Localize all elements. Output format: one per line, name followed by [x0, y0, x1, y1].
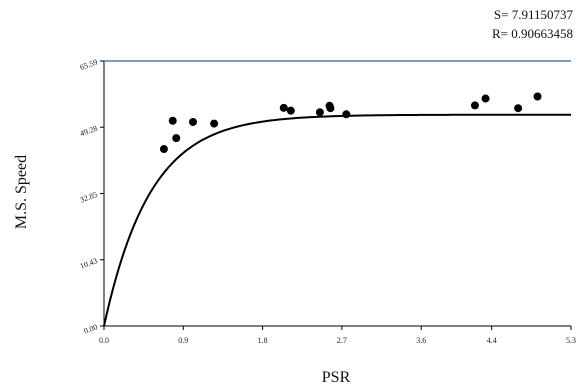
data-point: [210, 119, 219, 128]
x-tick-label: 2.7: [337, 336, 347, 345]
y-tick-label: 32.85: [79, 190, 99, 205]
r-statistic: R= 0.90663458: [492, 26, 573, 41]
data-point: [159, 145, 168, 154]
data-points: [159, 92, 542, 154]
data-point: [315, 108, 324, 117]
data-point: [481, 94, 490, 103]
x-tick-label: 3.6: [416, 336, 426, 345]
data-point: [279, 103, 288, 112]
x-tick-label: 0.9: [178, 336, 188, 345]
x-tick-label: 4.4: [487, 336, 497, 345]
x-tick-label: 0.0: [99, 336, 109, 345]
data-point: [514, 104, 523, 113]
fit-curve: [103, 113, 571, 327]
y-axis-title: M.S. Speed: [13, 155, 30, 229]
y-tick-label: 49.28: [79, 124, 99, 139]
data-point: [533, 92, 542, 101]
fit-curve-layer: [103, 113, 571, 327]
data-point: [168, 116, 177, 125]
data-point: [188, 117, 197, 126]
data-point: [326, 104, 335, 113]
data-point: [172, 134, 181, 143]
y-tick-label: 0.00: [82, 322, 98, 335]
s-statistic: S= 7.91150737: [494, 7, 574, 22]
y-tick-label: 10.43: [79, 256, 99, 271]
data-point: [286, 106, 295, 115]
x-tick-label: 1.8: [258, 336, 268, 345]
y-tick-label: 65.59: [79, 57, 99, 72]
x-tick-label: 5.3: [566, 336, 576, 345]
x-axis-ticks: 0.0 0.9 1.8 2.7 3.6 4.4 5.3: [99, 326, 576, 345]
data-point: [470, 101, 479, 110]
data-point: [342, 110, 351, 119]
y-axis-ticks: 0.00 10.43 32.85 49.28 65.59: [79, 57, 104, 336]
x-axis-title: PSR: [322, 369, 351, 386]
plot-frame: [103, 60, 571, 327]
